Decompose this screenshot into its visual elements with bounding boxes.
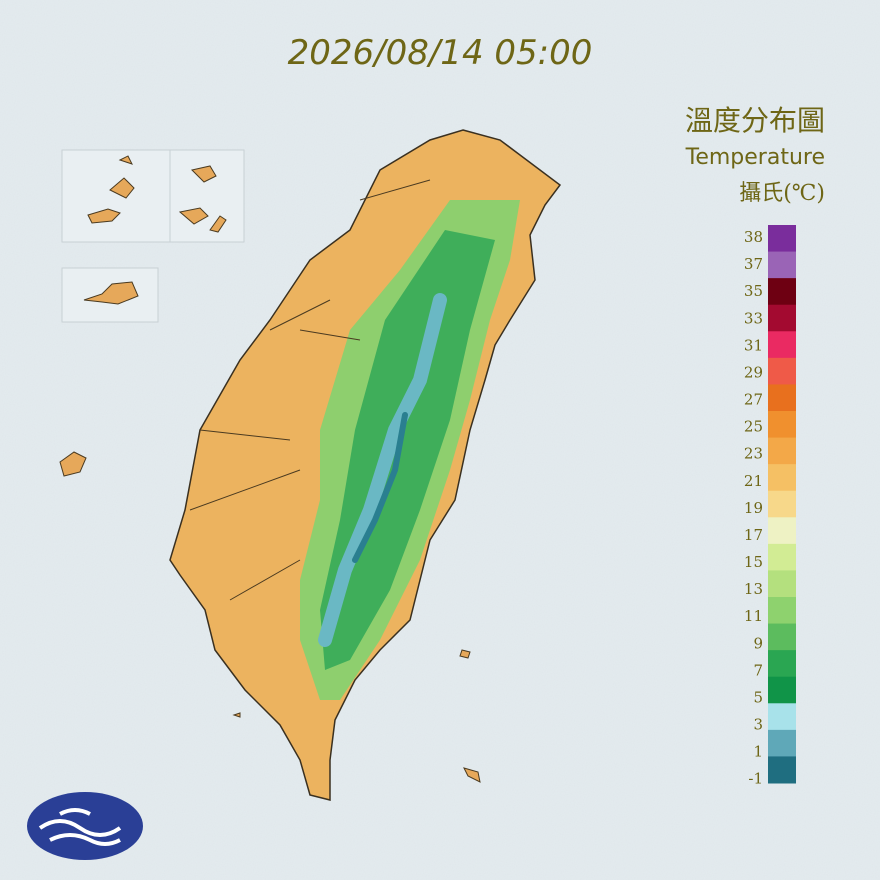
color-band bbox=[768, 756, 796, 784]
color-band bbox=[768, 331, 796, 359]
legend-tick-label: 3 bbox=[753, 716, 763, 734]
legend-tick-label: 13 bbox=[744, 580, 763, 598]
legend-tick-label: 1 bbox=[753, 743, 763, 761]
color-band bbox=[768, 570, 796, 598]
color-band bbox=[768, 384, 796, 412]
color-band bbox=[768, 304, 796, 332]
color-band bbox=[768, 517, 796, 545]
legend-tick-label: 15 bbox=[744, 553, 763, 571]
color-band bbox=[768, 490, 796, 518]
color-band bbox=[768, 597, 796, 625]
legend-tick-label: 11 bbox=[744, 607, 763, 625]
color-band bbox=[768, 357, 796, 385]
legend-title: 溫度分布圖 bbox=[685, 104, 825, 137]
legend-tick-label: 33 bbox=[744, 309, 763, 327]
legend-tick-label: 9 bbox=[753, 634, 763, 652]
color-band bbox=[768, 623, 796, 651]
timestamp: 2026/08/14 05:00 bbox=[288, 33, 593, 73]
legend-tick-label: 21 bbox=[744, 472, 763, 490]
legend-tick-label: 37 bbox=[744, 255, 763, 273]
legend-unit: 攝氏(℃) bbox=[739, 181, 825, 206]
legend-tick-label: 17 bbox=[744, 526, 763, 544]
legend-tick-label: 19 bbox=[744, 499, 763, 517]
logo bbox=[27, 792, 143, 860]
legend-tick-label: 27 bbox=[744, 391, 763, 409]
legend-tick-label: -1 bbox=[748, 770, 763, 788]
legend-tick-label: 23 bbox=[744, 445, 763, 463]
legend-tick-label: 5 bbox=[753, 688, 763, 706]
insets bbox=[59, 149, 481, 783]
legend-tick-label: 35 bbox=[744, 282, 763, 300]
color-band bbox=[768, 278, 796, 306]
color-band bbox=[768, 676, 796, 704]
color-band bbox=[768, 703, 796, 731]
color-band bbox=[768, 543, 796, 571]
color-band bbox=[768, 650, 796, 678]
color-band bbox=[768, 251, 796, 279]
legend-tick-label: 25 bbox=[744, 418, 763, 436]
color-band bbox=[768, 225, 796, 253]
legend-tick-label: 31 bbox=[744, 336, 763, 354]
legend-tick-label: 38 bbox=[744, 228, 763, 246]
legend-tick-label: 7 bbox=[753, 661, 763, 679]
color-band bbox=[768, 729, 796, 757]
legend-tick-label: 29 bbox=[744, 363, 763, 381]
color-band bbox=[768, 411, 796, 439]
taiwan-map bbox=[169, 129, 562, 801]
legend-subtitle: Temperature bbox=[685, 145, 825, 170]
color-band bbox=[768, 464, 796, 492]
color-band bbox=[768, 437, 796, 465]
